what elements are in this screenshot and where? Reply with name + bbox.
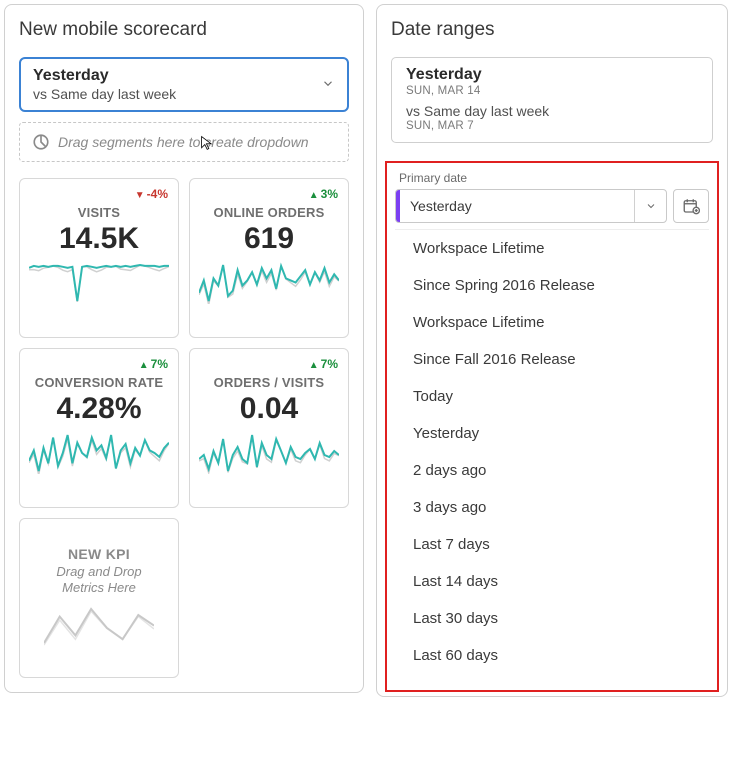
date-option[interactable]: Since Fall 2016 Release — [395, 341, 709, 378]
date-option[interactable]: Since Spring 2016 Release — [395, 267, 709, 304]
drop-zone-hint: Drag segments here to create dropdown — [58, 134, 309, 150]
delta-badge: ▼-4% — [135, 187, 168, 201]
date-option[interactable]: Last 60 days — [395, 637, 709, 674]
delta-badge: ▲7% — [139, 357, 168, 371]
date-option[interactable]: 3 days ago — [395, 489, 709, 526]
date-option[interactable]: Yesterday — [395, 415, 709, 452]
date-option[interactable]: Last 30 days — [395, 600, 709, 637]
metric-label: VISITS — [24, 205, 174, 220]
date-option[interactable]: Last 7 days — [395, 526, 709, 563]
new-kpi-tile[interactable]: NEW KPI Drag and DropMetrics Here — [19, 518, 179, 678]
metric-tile-conversion-rate[interactable]: ▲7% CONVERSION RATE 4.28% — [19, 348, 179, 508]
metric-label: ORDERS / VISITS — [194, 375, 344, 390]
segment-drop-zone[interactable]: Drag segments here to create dropdown — [19, 122, 349, 162]
metric-value: 4.28% — [24, 392, 174, 426]
metric-label: CONVERSION RATE — [24, 375, 174, 390]
range-vs-text: vs Same day last week — [406, 103, 698, 119]
scorecard-title: New mobile scorecard — [19, 19, 349, 41]
delta-badge: ▲7% — [309, 357, 338, 371]
primary-date-dropdown[interactable]: Yesterday — [395, 189, 667, 223]
date-primary-label: Yesterday — [33, 67, 335, 85]
metric-tile-visits[interactable]: ▼-4% VISITS 14.5K — [19, 178, 179, 338]
scorecard-panel: New mobile scorecard Yesterday vs Same d… — [4, 4, 364, 693]
new-kpi-subtitle: Drag and DropMetrics Here — [56, 564, 141, 595]
metric-tile-online-orders[interactable]: ▲3% ONLINE ORDERS 619 — [189, 178, 349, 338]
dropdown-value: Yesterday — [400, 190, 634, 222]
range-primary-date: SUN, MAR 14 — [406, 85, 698, 97]
range-vs-date: SUN, MAR 7 — [406, 120, 698, 132]
date-secondary-label: vs Same day last week — [33, 86, 335, 102]
date-ranges-panel: Date ranges Yesterday SUN, MAR 14 vs Sam… — [376, 4, 728, 697]
date-range-selector[interactable]: Yesterday vs Same day last week — [19, 57, 349, 112]
metric-value: 619 — [194, 222, 344, 256]
date-options-list: Workspace LifetimeSince Spring 2016 Rele… — [395, 229, 709, 674]
metric-label: ONLINE ORDERS — [194, 205, 344, 220]
date-option[interactable]: Workspace Lifetime — [395, 230, 709, 267]
metric-tiles-grid: ▼-4% VISITS 14.5K ▲3% ONLINE ORDERS 619 … — [19, 178, 349, 678]
metric-value: 0.04 — [194, 392, 344, 426]
range-primary: Yesterday — [406, 66, 698, 84]
chevron-down-icon — [321, 76, 335, 93]
date-option[interactable]: Today — [395, 378, 709, 415]
metric-tile-orders-visits[interactable]: ▲7% ORDERS / VISITS 0.04 — [189, 348, 349, 508]
date-option[interactable]: Workspace Lifetime — [395, 304, 709, 341]
selected-range-summary[interactable]: Yesterday SUN, MAR 14 vs Same day last w… — [391, 57, 713, 143]
date-option[interactable]: 2 days ago — [395, 452, 709, 489]
metric-value: 14.5K — [24, 222, 174, 256]
calendar-add-button[interactable] — [673, 189, 709, 223]
date-ranges-title: Date ranges — [391, 19, 713, 41]
segment-icon — [32, 133, 50, 151]
primary-date-label: Primary date — [399, 171, 709, 185]
primary-date-highlight: Primary date Yesterday — [385, 161, 719, 692]
cursor-icon — [200, 135, 216, 151]
new-kpi-title: NEW KPI — [68, 546, 130, 562]
date-option[interactable]: Last 14 days — [395, 563, 709, 600]
chevron-down-icon[interactable] — [634, 190, 666, 222]
delta-badge: ▲3% — [309, 187, 338, 201]
